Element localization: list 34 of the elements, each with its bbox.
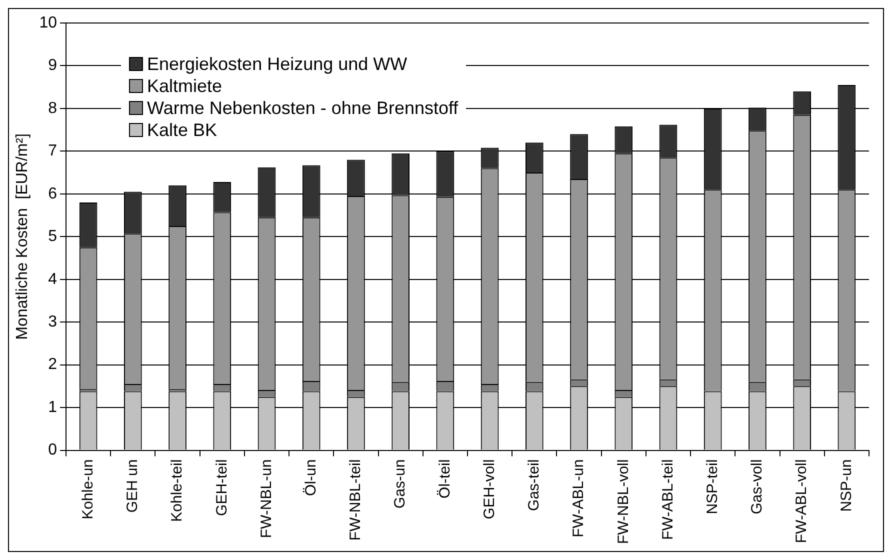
x-tick-label: Gas-teil bbox=[526, 459, 543, 511]
x-tick-label: GEH-voll bbox=[480, 459, 498, 520]
legend-label: Kalte BK bbox=[147, 119, 218, 141]
legend-label: Kaltmiete bbox=[147, 75, 222, 97]
y-tick-label: 1 bbox=[48, 398, 58, 416]
x-tick-label: NSP-teil bbox=[704, 459, 721, 514]
y-tick-label: 3 bbox=[48, 314, 58, 330]
y-tick-label: 7 bbox=[48, 142, 58, 160]
x-tick-label: Gas-voll bbox=[748, 459, 766, 514]
x-tick-label: FW-ABL-teil bbox=[659, 459, 676, 540]
y-tick-label: 10 bbox=[39, 14, 58, 32]
y-tick-label: 8 bbox=[48, 100, 58, 117]
y-tick-label: 6 bbox=[48, 185, 58, 202]
x-tick-label: NSP-un bbox=[838, 459, 855, 512]
y-tick-label: 4 bbox=[48, 270, 58, 288]
x-tick-label: GEH-teil bbox=[213, 459, 230, 516]
x-tick-label: Gas-un bbox=[392, 459, 409, 508]
x-tick-label: FW-ABL-voll bbox=[793, 459, 810, 544]
y-tick-label: 9 bbox=[48, 57, 58, 74]
y-tick-label: 5 bbox=[48, 228, 58, 246]
legend-label: Energiekosten Heizung und WW bbox=[147, 53, 408, 75]
legend-label: Warme Nebenkosten - ohne Brennstoff bbox=[147, 97, 458, 119]
x-tick-label: Kohle-un bbox=[79, 459, 96, 520]
x-tick-label: Öl-un bbox=[302, 459, 320, 496]
x-tick-label: FW-NBL-un bbox=[258, 459, 275, 538]
x-tick-label: Öl-teil bbox=[436, 459, 454, 498]
x-tick-label: FW-ABL-un bbox=[570, 459, 588, 538]
x-tick-label: GEH un bbox=[124, 459, 142, 513]
x-tick-label: FW-NBL-voll bbox=[614, 459, 632, 544]
y-tick-label: 2 bbox=[48, 356, 58, 374]
x-tick-label: Kohle-teil bbox=[168, 459, 186, 522]
y-axis-title: Monatliche Kosten [EUR/m²] bbox=[14, 133, 32, 340]
y-tick-label: 0 bbox=[48, 442, 58, 459]
x-tick-label: FW-NBL-teil bbox=[347, 459, 364, 541]
